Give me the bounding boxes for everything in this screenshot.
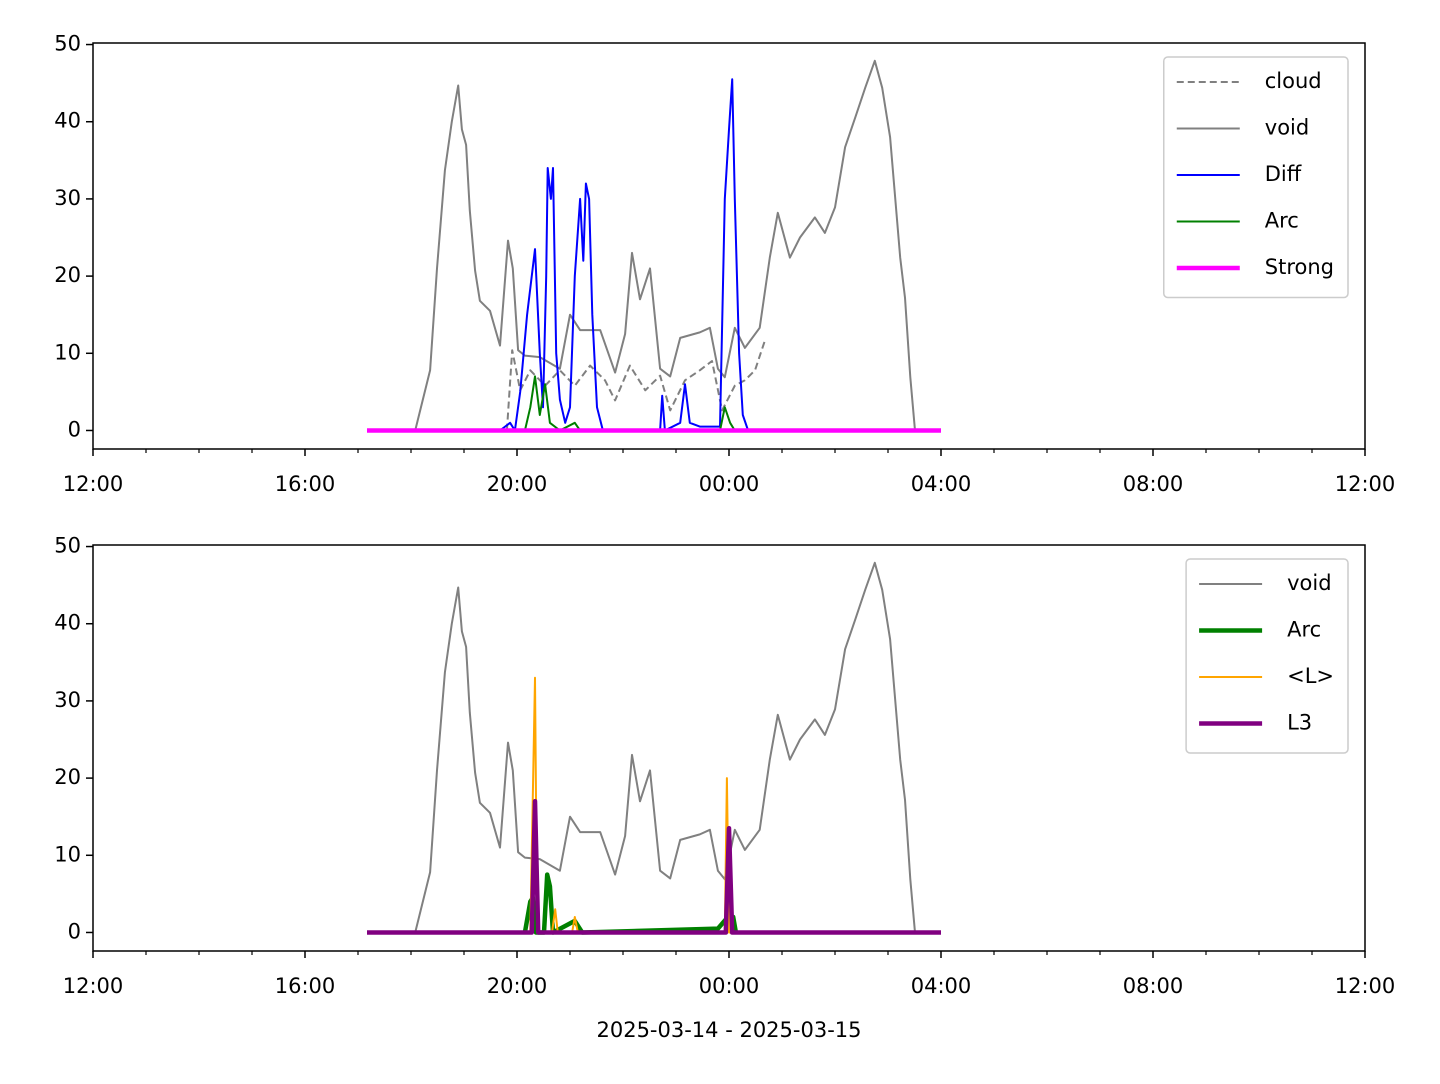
x-tick-label: 16:00: [275, 472, 336, 496]
legend-label: <L>: [1287, 664, 1334, 688]
y-tick-label: 0: [68, 417, 81, 441]
legend-label: Arc: [1287, 618, 1321, 642]
y-tick-label: 20: [54, 765, 81, 789]
y-tick-label: 40: [54, 611, 81, 635]
legend-label: L3: [1287, 711, 1312, 735]
y-tick-label: 0: [68, 919, 81, 943]
x-axis-label: 2025-03-14 - 2025-03-15: [596, 1018, 861, 1042]
y-tick-label: 30: [54, 688, 81, 712]
legend-label: void: [1265, 116, 1309, 140]
y-tick-label: 10: [54, 842, 81, 866]
x-tick-label: 00:00: [699, 472, 760, 496]
legend-label: Strong: [1265, 255, 1334, 279]
y-tick-label: 30: [54, 186, 81, 210]
x-tick-label: 04:00: [911, 472, 972, 496]
x-tick-label: 00:00: [699, 974, 760, 998]
y-tick-label: 50: [54, 32, 81, 56]
series-line: [505, 339, 766, 431]
plot-frame: [92, 544, 1366, 952]
legend-label: Arc: [1265, 209, 1299, 233]
y-tick-label: 50: [54, 534, 81, 558]
legend-frame: [1185, 558, 1349, 754]
x-tick-label: 16:00: [275, 974, 336, 998]
subplot: 0 10 20 30 40 50 12:00 16:00 20:00 00:00 04:00 08:0…: [54, 32, 1395, 496]
x-tick-label: 08:00: [1123, 472, 1184, 496]
x-tick-label: 12:00: [1335, 974, 1396, 998]
x-tick-label: 20:00: [487, 974, 548, 998]
x-tick-label: 12:00: [63, 974, 124, 998]
subplot: 0 10 20 30 40 50 12:00 16:00 20:00 00:00 04:00 08:0…: [54, 534, 1395, 1042]
x-tick-label: 20:00: [487, 472, 548, 496]
legend-label: Diff: [1265, 162, 1302, 186]
x-tick-label: 12:00: [63, 472, 124, 496]
series-line: [367, 561, 941, 934]
legend: cloud void Diff Arc Strong: [1163, 56, 1349, 299]
legend: void Arc <L> L3: [1185, 558, 1349, 754]
legend-frame: [1163, 56, 1349, 299]
y-tick-label: 20: [54, 263, 81, 287]
series-line: [367, 59, 941, 432]
x-tick-label: 04:00: [911, 974, 972, 998]
y-tick-label: 40: [54, 109, 81, 133]
legend-label: void: [1287, 571, 1331, 595]
plot-frame: [92, 42, 1366, 450]
series-line: [367, 799, 941, 935]
y-tick-label: 10: [54, 340, 81, 364]
legend-label: cloud: [1265, 69, 1322, 93]
x-tick-label: 08:00: [1123, 974, 1184, 998]
series-line: [499, 78, 750, 432]
x-tick-label: 12:00: [1335, 472, 1396, 496]
